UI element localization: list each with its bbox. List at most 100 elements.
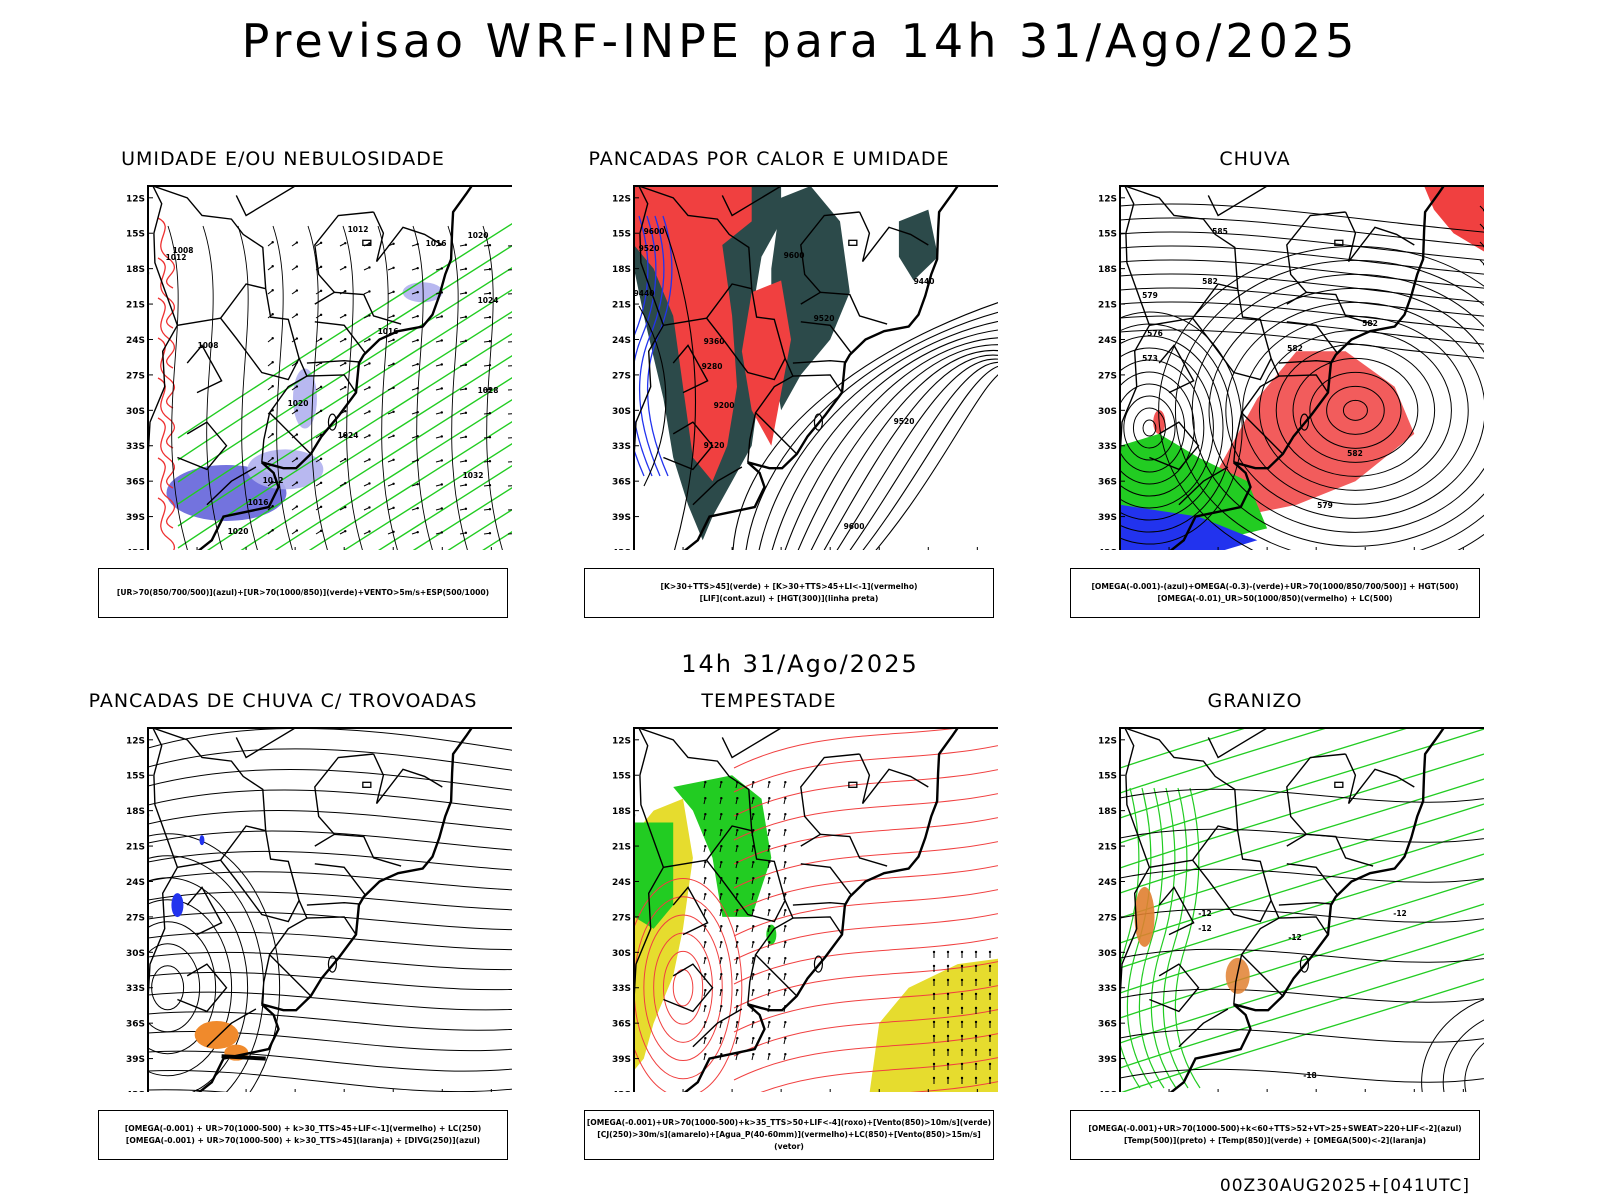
political-border [152,186,221,327]
political-border [1233,954,1243,1005]
isobar-label: 1008 [173,246,194,255]
rh-lower-green [206,354,512,550]
isobar-label: 1024 [478,296,499,305]
political-border [1178,466,1229,506]
temp850-green [1138,787,1165,1089]
political-border [792,374,843,393]
wind-vector-head [752,812,755,816]
streamline-250 [148,810,512,831]
political-border [306,901,359,906]
lif-contour [638,215,665,477]
k-tts-li-red [741,280,791,446]
wind-vector-head [271,385,274,388]
isobar-label: 1028 [478,386,499,395]
temp850-green [1120,728,1329,794]
wind-vector-head [416,290,419,294]
political-border [186,344,223,394]
legend-line: [OMEGA(-0.001)+UR>70(1000-500)+k<60+TTS>… [1088,1124,1462,1133]
wind-vector-head [704,1020,707,1024]
wind-vector-head [974,1048,978,1052]
isobar-label: 1024 [338,431,359,440]
streamline-250 [148,971,512,991]
political-border [1286,833,1374,867]
lat-tick-label: 15S [126,230,145,240]
thickness-red [157,457,175,529]
streamline-250 [148,877,249,1092]
wind-vector-head [736,940,739,944]
wind-vector-head [960,992,964,996]
wind-vector-head [464,531,468,535]
political-border [858,753,929,805]
wind-vector-head [368,410,371,413]
isobar-label: 1020 [288,399,309,408]
wind-vector-head [295,505,299,508]
wind-vector-head [271,505,274,508]
streamline-250 [148,1089,229,1092]
wind-vector-head [784,1036,787,1040]
wind-vector-head [768,844,771,848]
wind-vector-head [416,386,419,390]
rh-lower-green [482,530,512,550]
political-border [261,954,271,1005]
political-border [1124,728,1193,869]
wind-vector-head [392,266,395,270]
wind-vector-head [960,1006,964,1010]
panel-umidade: UMIDADE E/OU NEBULOSIDADE 1008 1012 1012 10… [48,148,518,618]
wind-vector-head [720,860,723,864]
wind-vector-head [416,242,419,246]
temp850-green [1120,903,1484,1019]
wind-vector-head [960,1048,964,1052]
political-border [672,886,709,936]
pw-red [760,1057,998,1092]
temp-label: -12 [1198,909,1212,918]
wind-vector-head [368,290,371,293]
wind-vector-head [392,386,395,390]
lif-contour [634,215,649,477]
temp850-green [1120,753,1484,869]
hgt-label: 9520 [814,314,835,323]
wind-vector-head [932,978,936,982]
streamline-250 [148,728,512,751]
pw-red [733,913,998,961]
hgt-label: 576 [1147,329,1163,338]
rh-lower-green [447,508,512,550]
wind-vector-head [768,940,771,944]
wind-vector-head [784,828,787,832]
political-border [663,963,714,1013]
isobar [237,225,258,550]
lat-tick-label: 39S [1098,513,1117,523]
wind-vector-head [368,434,371,437]
wind-vector-head [416,266,419,270]
wind-vector-head [295,481,299,484]
political-border [706,317,786,381]
hgt-label: 9440 [914,277,935,286]
wind-vector-head [319,409,323,413]
streamline [1120,273,1484,303]
wind-vector-head [720,972,723,976]
temp850-green [1120,853,1484,969]
wind-vector-head [704,844,707,848]
isobar-label: 1032 [463,471,484,480]
political-border [1286,753,1346,835]
wind-vector-head [416,434,419,438]
wind-vector-head [464,459,468,463]
political-border [372,211,443,263]
rh-lower-green [343,442,512,550]
wind-vector-head [295,337,299,340]
legend-line: [LIF](cont.azul) + [HGT(300)](linha pret… [699,594,879,603]
lat-tick-label: 33S [126,984,145,994]
wind-vector-head [946,992,950,996]
lat-tick-label: 30S [1098,949,1117,959]
lagoon [813,413,824,431]
wind-vector-head [752,956,755,960]
wind-vector-head [368,506,371,509]
isobar [167,225,188,550]
political-border [1149,963,1200,1013]
wind-vector-head [752,1052,755,1056]
isobar [307,225,328,550]
wind-vector-head [946,964,950,968]
wind-vector-head [974,964,978,968]
wind-vector-head [488,411,492,415]
wind-vector-head [988,950,992,954]
lat-tick-label: 27S [1098,913,1117,923]
